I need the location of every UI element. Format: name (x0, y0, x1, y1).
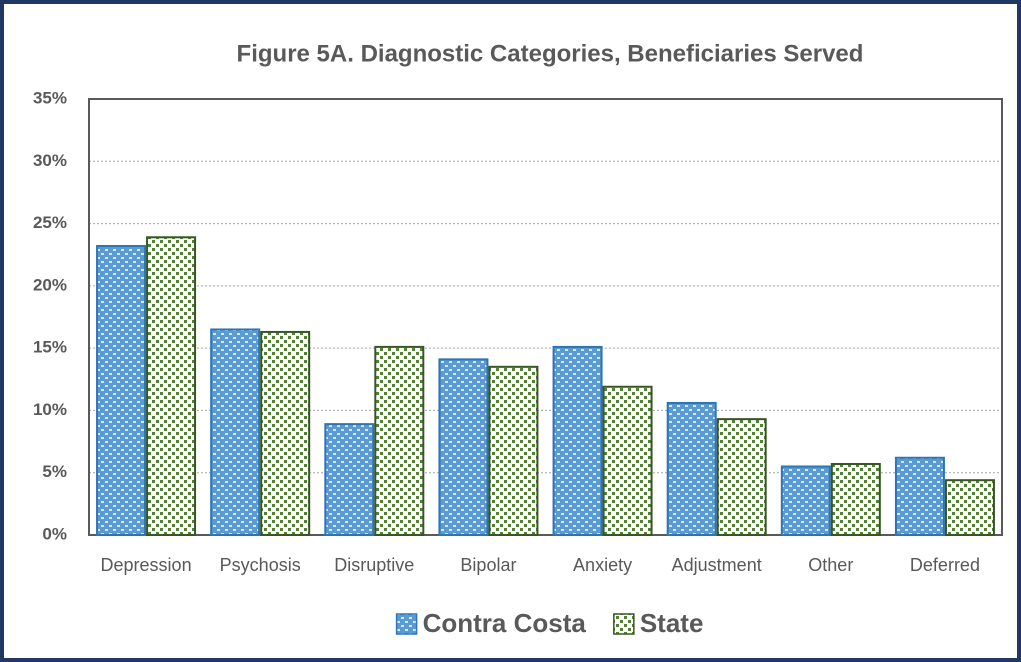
bar (260, 330, 311, 536)
bar (374, 345, 425, 537)
x-tick-label: Disruptive (334, 555, 414, 575)
legend-label: State (640, 608, 704, 638)
y-tick-label: 0% (42, 524, 67, 543)
bar (944, 479, 995, 536)
x-tick-label: Adjustment (672, 555, 762, 575)
x-tick-label: Psychosis (220, 555, 301, 575)
chart-title: Figure 5A. Diagnostic Categories, Benefi… (237, 40, 864, 67)
bar (780, 465, 831, 536)
bar (666, 401, 717, 536)
legend-swatch (395, 613, 418, 635)
bar (830, 462, 881, 537)
x-tick-label: Bipolar (460, 555, 516, 575)
y-tick-label: 35% (33, 88, 67, 107)
bar (716, 418, 767, 536)
bar (552, 345, 603, 537)
y-tick-label: 25% (33, 213, 67, 232)
plot-border (88, 98, 1003, 536)
bar (438, 358, 489, 536)
bar (602, 385, 653, 537)
bar (488, 365, 539, 537)
x-tick-label: Depression (101, 555, 192, 575)
bar (210, 328, 261, 537)
x-tick-label: Deferred (910, 555, 980, 575)
y-tick-label: 15% (33, 338, 67, 357)
legend-swatch (613, 613, 635, 635)
y-tick-label: 30% (33, 151, 67, 170)
y-tick-label: 20% (33, 275, 67, 294)
x-tick-label: Anxiety (573, 555, 632, 575)
x-tick-label: Other (808, 555, 853, 575)
bar (146, 236, 197, 536)
y-tick-label: 5% (42, 462, 67, 481)
bar (324, 423, 375, 537)
bar (894, 456, 945, 536)
bar (96, 244, 147, 536)
legend-label: Contra Costa (423, 608, 587, 638)
y-tick-label: 10% (33, 400, 67, 419)
